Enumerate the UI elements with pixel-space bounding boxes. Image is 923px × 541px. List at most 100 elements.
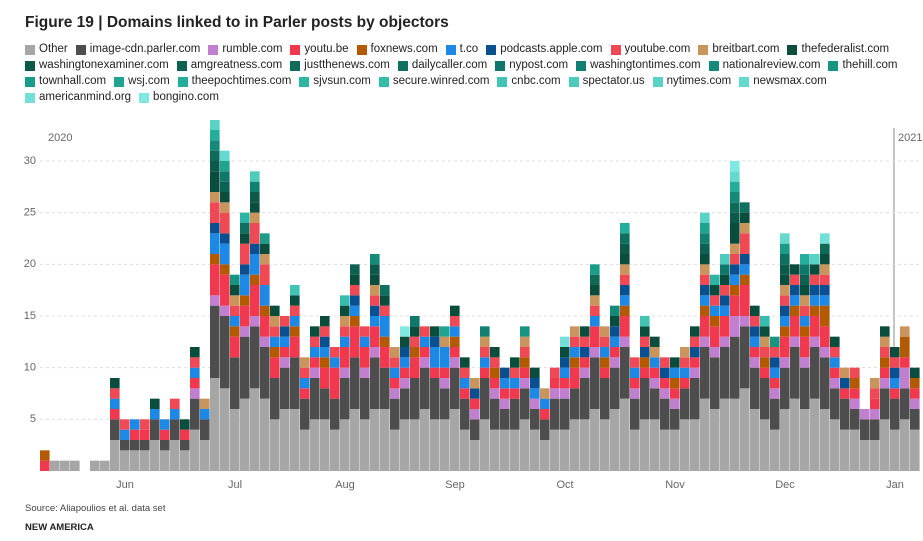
bar-segment [230, 305, 240, 316]
bar-segment [640, 316, 650, 327]
bar-segment [880, 326, 890, 337]
bar-segment [470, 419, 480, 440]
legend-item: spectator.us [568, 74, 645, 89]
bar-segment [380, 347, 390, 368]
bar-segment [290, 295, 300, 306]
bar-segment [850, 388, 860, 399]
bar-segment [270, 378, 280, 420]
bar-segment [520, 388, 530, 420]
bar-segment [740, 388, 750, 471]
bar-segment [220, 181, 230, 192]
bar-segment [210, 140, 220, 151]
bar-segment [650, 336, 660, 347]
legend-item: secure.winred.com [378, 74, 489, 89]
bar-segment [530, 409, 540, 430]
bar-segment [780, 295, 790, 306]
bar-segment [700, 274, 710, 285]
bar-segment [770, 378, 780, 389]
bar-segment [180, 419, 190, 430]
bar-segment [460, 388, 470, 399]
bar-segment [880, 388, 890, 420]
bar-segment [610, 347, 620, 358]
bar-segment [760, 316, 770, 327]
bar-segment [590, 285, 600, 296]
bar-segment [150, 419, 160, 440]
bar-segment [280, 326, 290, 337]
bar-segment [720, 254, 730, 265]
bar-segment [620, 305, 630, 316]
bar-segment [700, 212, 710, 223]
bar-segment [120, 440, 130, 451]
bar-segment [790, 285, 800, 296]
legend-label: washingtonexaminer.com [39, 59, 169, 71]
bar-segment [670, 378, 680, 389]
bar-segment [830, 336, 840, 347]
bar-segment [560, 429, 570, 471]
bar-segment [220, 388, 230, 471]
bar-segment [670, 388, 680, 399]
bar-segment [520, 378, 530, 389]
bar-segment [630, 398, 640, 430]
y-tick-label: 10 [24, 362, 36, 374]
bar-segment [870, 398, 880, 409]
bar-segment [340, 347, 350, 368]
bar-segment [730, 192, 740, 203]
legend-swatch [290, 44, 301, 55]
bar-segment [410, 378, 420, 420]
bar-segment [730, 264, 740, 275]
bar-segment [220, 316, 230, 389]
y-tick-label: 20 [24, 258, 36, 270]
bar-segment [640, 378, 650, 420]
legend-item: washingtonexaminer.com [25, 58, 169, 73]
bar-segment [240, 243, 250, 265]
bar-segment [250, 192, 260, 203]
bar-segment [280, 336, 290, 347]
bar-segment [150, 440, 160, 471]
bar-segment [300, 367, 310, 378]
bar-segment [660, 388, 670, 399]
bar-segment [490, 357, 500, 368]
bar-segment [810, 264, 820, 275]
bar-segment [310, 419, 320, 471]
bar-segment [600, 367, 610, 378]
bar-segment [440, 419, 450, 471]
bar-segment [290, 305, 300, 316]
bar-segment [700, 223, 710, 234]
bar-segment [800, 409, 810, 471]
bar-segment [550, 429, 560, 471]
bar-segment [900, 419, 910, 471]
legend-label: nationalreview.com [722, 59, 821, 71]
bar-segment [670, 367, 680, 378]
bar-segment [560, 388, 570, 399]
bar-segment [790, 316, 800, 337]
legend-swatch [176, 60, 187, 71]
bar-segment [770, 347, 780, 358]
bar-segment [350, 357, 360, 409]
bar-segment [470, 378, 480, 389]
bar-segment [700, 243, 710, 254]
bar-segment [590, 305, 600, 316]
bar-segment [480, 419, 490, 471]
bar-segment [330, 429, 340, 471]
bar-segment [330, 347, 340, 358]
bar-segment [410, 347, 420, 358]
bar-segment [810, 295, 820, 306]
bar-segment [250, 243, 260, 254]
bar-segment [570, 367, 580, 389]
bar-segment [590, 357, 600, 409]
bar-segment [740, 254, 750, 265]
legend-swatch [25, 44, 35, 55]
bar-segment [760, 347, 770, 358]
bar-segment [130, 419, 140, 430]
bar-segment [350, 274, 360, 285]
bar-segment [710, 295, 720, 306]
bar-segment [480, 367, 490, 378]
bar-segment [160, 440, 170, 451]
legend-label: breitbart.com [712, 43, 780, 55]
bar-segment [870, 440, 880, 471]
bar-segment [590, 295, 600, 306]
bar-segment [470, 388, 480, 399]
bar-segment [200, 409, 210, 420]
bar-segment [740, 326, 750, 389]
bar-segment [700, 305, 710, 316]
